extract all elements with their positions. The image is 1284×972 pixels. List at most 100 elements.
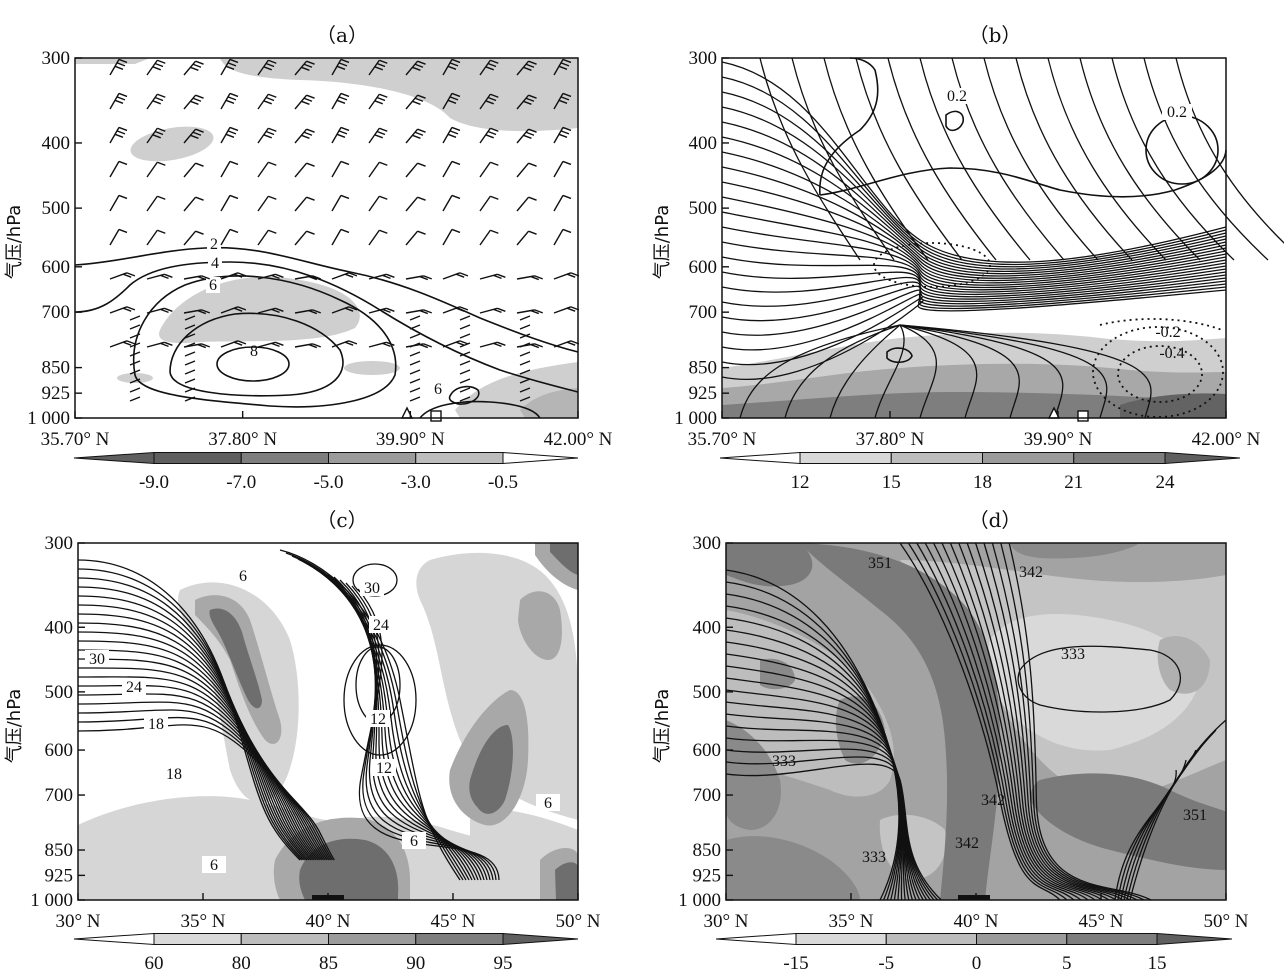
wind-barb xyxy=(268,59,277,64)
contour-label-bg xyxy=(122,678,146,695)
wind-barb xyxy=(336,65,346,70)
colorbar-segment xyxy=(328,933,417,945)
x-tick-label: 30° N xyxy=(703,911,748,932)
plot-frame xyxy=(721,57,1227,419)
panel-d-title: （d） xyxy=(969,508,1022,532)
wind-barb xyxy=(497,273,506,278)
y-tick-label: 1 000 xyxy=(678,890,721,911)
contour-line xyxy=(77,684,326,861)
y-axis-label: 气压/hPa xyxy=(4,205,25,280)
wind-barb xyxy=(229,194,239,200)
wind-barb xyxy=(405,94,419,110)
contour-label: 2 xyxy=(210,236,218,253)
wind-barb xyxy=(490,229,499,234)
wind-barb xyxy=(553,195,564,212)
streamline xyxy=(759,57,861,261)
wind-barb xyxy=(534,275,543,280)
streamline xyxy=(721,181,1227,282)
wind-barb xyxy=(409,315,421,321)
x-tick-label: 37.80° N xyxy=(856,429,925,450)
wind-barb xyxy=(122,273,132,278)
contour-label: 24 xyxy=(126,679,142,696)
contour-label: 30 xyxy=(364,580,380,597)
wind-barb xyxy=(459,342,471,348)
colorbar-segment xyxy=(976,933,1068,945)
wind-barb xyxy=(268,195,277,200)
colorbar-tick-label: -5.0 xyxy=(313,472,343,493)
wind-barb xyxy=(301,66,310,71)
wind-barb xyxy=(183,94,197,110)
y-tick-label: 925 xyxy=(42,383,71,404)
wind-barb xyxy=(344,273,354,278)
colorbar-tick-label: -3.0 xyxy=(401,472,431,493)
wind-barb xyxy=(459,324,471,330)
colorbar-segment xyxy=(240,452,329,464)
y-tick-label: 1 000 xyxy=(674,408,717,429)
wind-barb xyxy=(164,307,173,312)
wind-barb xyxy=(487,130,497,136)
wind-barb xyxy=(197,275,207,281)
y-tick-label: 300 xyxy=(689,48,718,69)
wind-barb xyxy=(183,196,197,212)
wind-barb xyxy=(487,62,497,68)
panel-c-plot: 6 30 24 30 24 18 18 12 12 6 6 6 xyxy=(77,542,579,901)
wind-barb xyxy=(109,195,120,212)
y-tick-label: 700 xyxy=(693,785,722,806)
wind-barb xyxy=(122,341,132,346)
wind-barb xyxy=(516,162,530,178)
contour-line xyxy=(343,644,417,756)
wind-barb xyxy=(118,194,128,200)
panel-c: （c） 6 30 24 30 24 18 18 12 12 6 6 6 xyxy=(4,508,601,972)
wind-barb xyxy=(534,343,543,348)
streamline xyxy=(899,324,1064,419)
wind-barb xyxy=(338,96,348,101)
colorbar-tick-label: 18 xyxy=(973,472,992,493)
colorbar-tick-label: 0 xyxy=(972,953,982,972)
streamline xyxy=(721,286,1227,366)
panel-a: （a） xyxy=(4,23,613,493)
wind-barb xyxy=(459,378,471,384)
wind-barb xyxy=(479,59,491,76)
wind-barb xyxy=(308,343,318,349)
streamline xyxy=(721,226,1227,289)
colorbar-segment xyxy=(982,452,1075,464)
wind-barb xyxy=(376,62,386,68)
contour-label-bg xyxy=(144,715,168,732)
wind-barb xyxy=(160,274,169,280)
wind-barb xyxy=(126,340,136,345)
wind-barb xyxy=(405,162,419,178)
contour-line xyxy=(357,588,500,881)
wind-barb xyxy=(479,93,491,110)
wind-barb xyxy=(412,66,421,71)
wind-barb xyxy=(417,128,426,133)
wind-barb xyxy=(184,315,196,321)
wind-barb xyxy=(451,160,461,166)
wind-barb xyxy=(129,333,141,339)
wind-barb xyxy=(442,127,453,144)
wind-barb xyxy=(459,272,469,277)
wind-barb xyxy=(562,126,572,132)
streamline xyxy=(721,268,1227,296)
wind-barb xyxy=(184,324,196,330)
wind-barb xyxy=(233,341,243,346)
x-tick-label: 30° N xyxy=(55,911,100,932)
contour-label: 6 xyxy=(410,833,418,850)
wind-barb xyxy=(374,100,383,105)
contour-label: 12 xyxy=(370,711,386,728)
streamline xyxy=(983,57,1099,261)
contour-label: -0.2 xyxy=(1155,324,1180,341)
wind-barb xyxy=(340,194,350,200)
wind-barb xyxy=(152,100,161,105)
streamline xyxy=(899,324,978,419)
wind-barb xyxy=(414,97,424,102)
wind-barb xyxy=(386,273,395,278)
wind-barb xyxy=(379,93,388,98)
wind-barb xyxy=(227,62,237,67)
wind-barb xyxy=(516,60,530,76)
wind-barb xyxy=(146,195,158,212)
wind-barb xyxy=(374,134,383,139)
wind-barb xyxy=(490,59,499,64)
x-tick-label: 40° N xyxy=(953,911,998,932)
wind-barb xyxy=(519,342,531,348)
